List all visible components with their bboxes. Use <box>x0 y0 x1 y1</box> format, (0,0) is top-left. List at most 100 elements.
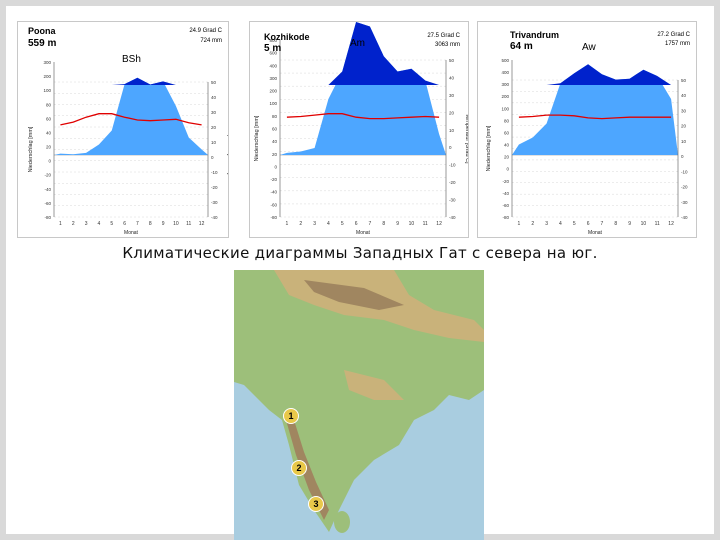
temperature-tick-label: 30 <box>211 110 217 115</box>
precipitation-excess-area <box>54 77 208 85</box>
precipitation-tick-label: 40 <box>504 143 510 148</box>
y-axis-label-left: Niederschlag [mm] <box>486 125 492 171</box>
precipitation-tick-label: -40 <box>44 187 51 192</box>
precipitation-tick-label: 40 <box>272 139 278 144</box>
temperature-tick-label: -30 <box>211 200 218 205</box>
map-graphic <box>234 270 484 540</box>
temperature-tick-label: -40 <box>211 215 218 220</box>
climate-chart-trivandrum: 1 2 3 4 5 6 7 8 9 10 11 12 500 400 300 200 100 80 60 40 20 0-… <box>478 22 696 237</box>
month-tick-label: 8 <box>149 221 152 227</box>
temperature-tick-label: 0 <box>211 155 214 160</box>
himalaya-peaks <box>304 280 404 310</box>
precipitation-tick-label: 800 <box>269 38 277 43</box>
mean-temperature: 27.5 Grad C <box>427 33 460 39</box>
temperature-tick-label: -40 <box>681 215 688 220</box>
y-axis-label-right: Temperatur [Grad C] <box>464 113 468 164</box>
month-tick-label: 2 <box>531 221 534 227</box>
annual-precipitation: 3063 mm <box>434 42 460 48</box>
precipitation-tick-label: -20 <box>502 179 509 184</box>
precipitation-excess-area <box>280 22 446 85</box>
month-tick-label: 2 <box>72 221 75 227</box>
precipitation-tick-label: 0 <box>506 167 509 172</box>
temperature-tick-label: 20 <box>681 124 687 129</box>
month-tick-label: 6 <box>355 221 358 227</box>
month-tick-label: 11 <box>655 221 660 227</box>
month-tick-label: 11 <box>186 221 191 227</box>
month-tick-label: 8 <box>382 221 385 227</box>
temperature-tick-label: 0 <box>449 145 452 150</box>
precipitation-tick-label: 300 <box>501 82 509 87</box>
month-tick-label: 8 <box>614 221 617 227</box>
annual-precipitation: 724 mm <box>200 38 222 44</box>
precipitation-area <box>512 64 678 155</box>
precipitation-tick-label: 0 <box>274 164 277 169</box>
month-tick-label: 1 <box>518 221 521 227</box>
mean-temperature: 24.9 Grad C <box>189 28 222 34</box>
temperature-tick-label: -10 <box>681 169 688 174</box>
temperature-tick-label: -20 <box>211 185 218 190</box>
month-tick-label: 11 <box>423 221 428 227</box>
map-marker-kozhikode: 2 <box>291 460 307 476</box>
climate-chart-kozhikode: 1 2 3 4 5 6 7 8 9 10 11 12 800 600 400 300 200 100 80 60 40 2… <box>250 22 468 237</box>
precipitation-tick-label: 60 <box>504 130 510 135</box>
month-tick-label: 1 <box>286 221 289 227</box>
month-tick-label: 12 <box>199 221 205 227</box>
mean-temperature: 27.2 Grad C <box>657 32 690 38</box>
temperature-tick-label: -40 <box>449 215 456 220</box>
month-tick-label: 12 <box>436 221 442 227</box>
y-axis-label-left: Niederschlag [mm] <box>28 126 34 172</box>
india-relief-map <box>234 270 484 540</box>
precipitation-excess-area <box>512 64 678 85</box>
temperature-tick-label: 0 <box>681 154 684 159</box>
station-elevation: 5 m <box>264 43 282 54</box>
y-axis-label-left: Niederschlag [mm] <box>254 115 260 161</box>
station-name: Trivandrum <box>510 30 560 40</box>
month-tick-label: 6 <box>587 221 590 227</box>
climate-chart-plot: 1 2 3 4 5 6 7 8 9 10 11 128006004003002001008060402… <box>254 22 468 236</box>
precipitation-tick-label: -80 <box>270 215 277 220</box>
precipitation-tick-label: -40 <box>270 190 277 195</box>
temperature-tick-label: 20 <box>211 125 217 130</box>
map-marker-trivandrum: 3 <box>308 496 324 512</box>
precipitation-tick-label: 100 <box>269 101 277 106</box>
precipitation-tick-label: 20 <box>272 152 278 157</box>
temperature-tick-label: 30 <box>449 93 455 98</box>
month-tick-label: 1 <box>59 221 62 227</box>
annual-precipitation: 1757 mm <box>664 41 690 47</box>
month-tick-label: 3 <box>545 221 548 227</box>
month-tick-label: 10 <box>641 221 647 227</box>
month-tick-label: 5 <box>110 221 113 227</box>
precipitation-tick-label: 80 <box>46 102 52 107</box>
precipitation-tick-label: 60 <box>272 127 278 132</box>
temperature-tick-label: -30 <box>681 200 688 205</box>
temperature-tick-label: 50 <box>211 80 217 85</box>
month-tick-label: 9 <box>162 221 165 227</box>
y-axis-label-right: Temperatur [Grad C] <box>226 124 228 175</box>
precipitation-tick-label: 200 <box>501 94 509 99</box>
precipitation-tick-label: 400 <box>269 63 277 68</box>
precipitation-area <box>280 22 446 155</box>
temperature-line <box>60 113 202 126</box>
precipitation-tick-label: -40 <box>502 191 509 196</box>
month-tick-label: 3 <box>313 221 316 227</box>
sri-lanka <box>334 511 350 533</box>
month-tick-label: 9 <box>396 221 399 227</box>
temperature-tick-label: 10 <box>681 139 687 144</box>
precipitation-tick-label: 200 <box>269 89 277 94</box>
station-elevation: 559 m <box>28 38 57 49</box>
month-tick-label: 4 <box>327 221 330 227</box>
climate-chart-plot: 1 2 3 4 5 6 7 8 9 10 11 12500400300200100806040200-… <box>486 58 688 236</box>
temperature-line <box>518 114 672 120</box>
temperature-tick-label: 40 <box>211 95 217 100</box>
temperature-tick-label: -20 <box>681 185 688 190</box>
temperature-line <box>286 113 440 120</box>
western-ghats-range <box>286 420 329 520</box>
temperature-tick-label: -30 <box>449 198 456 203</box>
precipitation-tick-label: -60 <box>502 203 509 208</box>
precipitation-tick-label: 60 <box>46 116 52 121</box>
precipitation-tick-label: 0 <box>48 159 51 164</box>
precipitation-tick-label: -20 <box>270 177 277 182</box>
precipitation-tick-label: 20 <box>46 145 52 150</box>
precipitation-tick-label: 500 <box>501 58 509 63</box>
x-axis-label: Monat <box>588 230 603 236</box>
